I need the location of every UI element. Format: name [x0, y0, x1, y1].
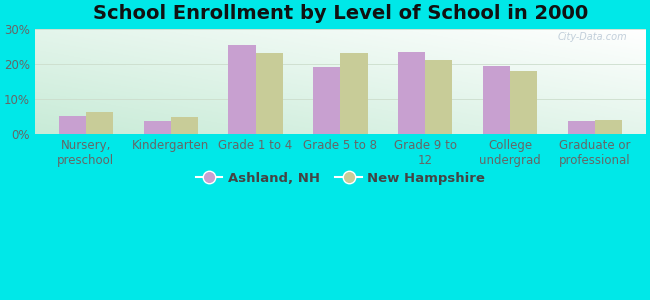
Bar	[595, 120, 622, 134]
Bar	[483, 66, 510, 134]
Title: School Enrollment by Level of School in 2000: School Enrollment by Level of School in …	[93, 4, 588, 23]
Bar	[341, 53, 368, 134]
Legend: Ashland, NH, New Hampshire: Ashland, NH, New Hampshire	[190, 167, 490, 190]
Bar	[313, 67, 341, 134]
Bar	[86, 112, 113, 134]
Bar	[425, 60, 452, 134]
Bar	[171, 117, 198, 134]
Bar	[398, 52, 425, 134]
Bar	[58, 116, 86, 134]
Bar	[568, 121, 595, 134]
Bar	[144, 121, 171, 134]
Text: City-Data.com: City-Data.com	[558, 32, 627, 42]
Bar	[228, 45, 255, 134]
Bar	[510, 71, 538, 134]
Bar	[255, 53, 283, 134]
